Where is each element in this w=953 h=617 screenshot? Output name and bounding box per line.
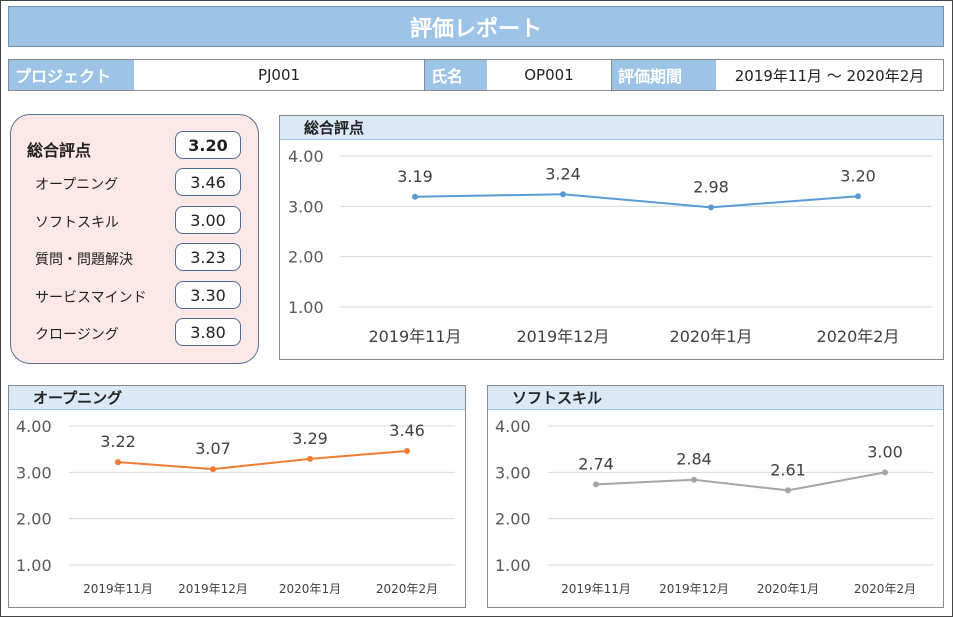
score-row-opening: オープニング 3.46 [11, 168, 260, 198]
y-tick-label: 1.00 [288, 298, 324, 317]
project-label: プロジェクト [9, 60, 134, 90]
data-label: 3.24 [545, 164, 581, 183]
data-point [210, 466, 216, 473]
data-point [593, 481, 599, 488]
period-label: 評価期間 [612, 60, 716, 90]
data-label: 3.07 [195, 439, 231, 458]
period-value: 2019年11月 ～ 2020年2月 [716, 60, 943, 90]
score-value: 3.80 [175, 318, 241, 346]
score-value: 3.30 [175, 281, 241, 309]
data-label: 3.00 [867, 442, 903, 461]
data-point [307, 455, 313, 462]
data-point [115, 459, 121, 466]
chart-title: 総合評点 [280, 116, 943, 140]
x-tick-label: 2020年2月 [817, 327, 900, 346]
opening-plot: 4.00 3.00 2.00 1.00 2019年11月 2019年12月 2020年1月 2… [16, 417, 455, 596]
data-point [882, 469, 888, 476]
score-row-total: 総合評点 3.20 [11, 131, 260, 161]
x-tick-label: 2020年2月 [376, 582, 438, 596]
chart-title: オープニング [9, 386, 465, 410]
score-label: ソフトスキル [35, 215, 119, 231]
data-point [404, 448, 410, 455]
series-line [414, 193, 859, 209]
data-label: 2.98 [693, 177, 729, 196]
y-tick-label: 2.00 [495, 510, 531, 529]
y-tick-label: 3.00 [288, 197, 324, 216]
info-row: プロジェクト PJ001 氏名 OP001 評価期間 2019年11月 ～ 20… [8, 59, 944, 91]
x-tick-label: 2019年12月 [516, 327, 609, 346]
data-label: 2.84 [676, 450, 712, 469]
score-label: 総合評点 [27, 141, 92, 160]
y-tick-label: 3.00 [495, 463, 531, 482]
overall-score-plot: 4.00 3.00 2.00 1.00 2019年11月 2019年12月 2020年1月 2… [288, 147, 932, 346]
x-tick-label: 2019年11月 [368, 327, 461, 346]
name-label: 氏名 [425, 60, 487, 90]
x-tick-label: 2019年11月 [83, 582, 153, 596]
y-tick-label: 2.00 [16, 510, 52, 529]
overall-score-chart: 総合評点 4.00 3.00 2.00 1.00 2019年11月 2019年12月 202… [279, 115, 944, 360]
score-row-softskill: ソフトスキル 3.00 [11, 206, 260, 236]
y-tick-label: 3.00 [16, 463, 52, 482]
x-tick-label: 2019年12月 [659, 582, 729, 596]
x-tick-label: 2019年11月 [561, 582, 631, 596]
x-tick-label: 2020年2月 [854, 582, 916, 596]
data-label: 3.19 [397, 167, 433, 186]
score-label: クロージング [35, 327, 119, 343]
y-tick-label: 4.00 [288, 147, 324, 166]
score-row-service-mind: サービスマインド 3.30 [11, 281, 260, 311]
data-label: 2.74 [578, 454, 614, 473]
data-label: 3.22 [100, 432, 136, 451]
score-value: 3.20 [175, 131, 241, 159]
data-point [785, 487, 791, 494]
score-label: サービスマインド [35, 290, 147, 306]
data-label: 2.61 [770, 460, 806, 479]
y-tick-label: 1.00 [495, 556, 531, 575]
y-tick-label: 1.00 [16, 556, 52, 575]
opening-chart: オープニング 4.00 3.00 2.00 1.00 2019年11月 2019年12月 2… [8, 385, 466, 608]
score-label: 質問・問題解決 [35, 252, 133, 268]
series-line [595, 471, 886, 492]
data-point [855, 193, 861, 200]
name-value: OP001 [487, 60, 612, 90]
series-line [117, 450, 408, 471]
y-tick-label: 4.00 [495, 417, 531, 436]
y-tick-label: 2.00 [288, 248, 324, 267]
data-point [691, 476, 697, 483]
score-value: 3.23 [175, 243, 241, 271]
score-row-problem-solving: 質問・問題解決 3.23 [11, 243, 260, 273]
x-tick-label: 2019年12月 [178, 582, 248, 596]
x-tick-label: 2020年1月 [757, 582, 819, 596]
data-point [412, 193, 418, 200]
chart-title: ソフトスキル [488, 386, 943, 410]
data-point [708, 204, 714, 211]
x-tick-label: 2020年1月 [670, 327, 753, 346]
score-value: 3.46 [175, 168, 241, 196]
y-tick-label: 4.00 [16, 417, 52, 436]
project-value: PJ001 [134, 60, 425, 90]
report-title: 評価レポート [8, 6, 944, 47]
x-tick-label: 2020年1月 [279, 582, 341, 596]
score-label: オープニング [35, 177, 119, 193]
data-label: 3.29 [292, 429, 328, 448]
score-summary-panel: 総合評点 3.20 オープニング 3.46 ソフトスキル 3.00 質問・問題解… [10, 114, 259, 364]
softskill-chart: ソフトスキル 4.00 3.00 2.00 1.00 2019年11月 2019年12月 2… [487, 385, 944, 608]
score-value: 3.00 [175, 206, 241, 234]
softskill-plot: 4.00 3.00 2.00 1.00 2019年11月 2019年12月 2020年1月 2… [495, 417, 934, 596]
data-label: 3.46 [389, 421, 425, 440]
data-point [560, 191, 566, 198]
score-row-closing: クロージング 3.80 [11, 318, 260, 348]
data-label: 3.20 [840, 166, 876, 185]
